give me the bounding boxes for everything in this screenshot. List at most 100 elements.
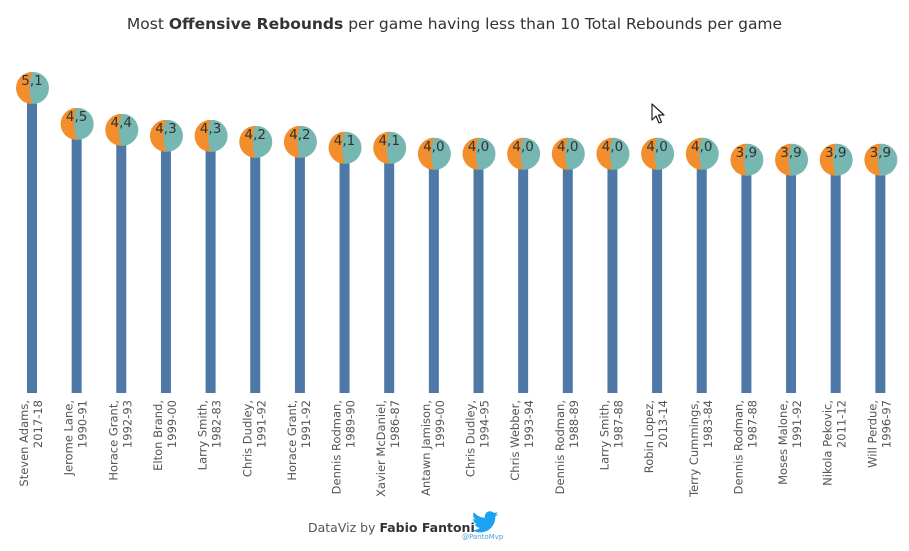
lollipop-stem [786,159,797,393]
head-left-half [373,131,390,164]
category-label-name: Chris Dudley, [240,400,254,477]
category-label-season: 1999-00 [433,400,447,448]
lollipop-head [239,125,273,158]
value-label: 4,0 [557,139,578,155]
lollipop-stem [250,141,261,393]
lollipop-head [864,143,898,176]
value-label: 3,9 [870,145,891,161]
value-label: 4,0 [602,139,623,155]
lollipop-stem [741,159,752,393]
category-label-name: Chris Webber, [508,400,522,481]
category-label-season: 1999-00 [165,400,179,448]
category-label: Elton Brand, 1999-00 [151,400,179,471]
category-label-season: 1990-91 [76,400,90,448]
heads-layer [16,72,898,176]
category-label-season: 1982-83 [210,400,224,448]
lollipop-head [373,131,407,164]
lollipop-stem [607,153,618,393]
category-label-name: Larry Smith, [597,400,611,470]
lollipop-stem [830,159,841,393]
value-label: 4,3 [200,121,221,137]
category-label-name: Dennis Rodman, [553,400,567,494]
mouse-pointer-icon [651,103,665,124]
lollipop-head [417,137,451,170]
lollipop-stem [562,153,573,393]
category-label-name: Will Perdue, [865,400,879,468]
value-label: 4,4 [111,115,132,131]
category-label-name: Larry Smith, [196,400,210,470]
category-label: Larry Smith, 1982-83 [196,400,224,470]
category-label-name: Steven Adams, [17,400,31,487]
value-label: 3,9 [736,145,757,161]
category-label: Nikola Pekovic, 2011-12 [821,400,849,486]
category-label-season: 1987-88 [611,400,625,448]
twitter-handle[interactable]: @PantoMvp [462,533,504,541]
category-label: Terry Cummings, 1983-84 [687,400,715,498]
category-label: Dennis Rodman, 1989-90 [330,400,358,494]
category-labels-layer: Steven Adams, 2017-18 Jerome Lane, 1990-91 H… [17,400,893,498]
value-label: 4,2 [245,127,266,143]
category-label-name: Xavier McDaniel, [374,400,388,497]
value-label: 5,1 [21,73,42,89]
lollipop-head [194,119,228,152]
head-left-half [819,143,836,176]
lollipop-head [551,137,585,170]
category-label-season: 1996-97 [879,400,893,448]
head-left-half [283,125,300,158]
lollipop-stem [875,159,886,393]
category-label-name: Dennis Rodman, [330,400,344,494]
head-left-half [596,137,613,170]
twitter-bird-icon[interactable] [472,511,498,533]
lollipop-head [105,113,139,146]
stems-layer [27,88,886,394]
category-label: Moses Malone, 1991-92 [776,400,804,485]
lollipop-head [462,137,496,170]
category-label-name: Horace Grant, [285,400,299,481]
category-label-name: Nikola Pekovic, [821,400,835,486]
category-label-season: 2013-14 [656,400,670,448]
category-label: Chris Webber, 1993-94 [508,400,536,481]
lollipop-stem [116,129,127,394]
lollipop-stem [384,147,395,393]
value-label: 4,1 [378,133,399,149]
head-left-half [507,137,524,170]
lollipop-stem [27,88,37,393]
category-label: Horace Grant, 1991-92 [285,400,313,481]
head-left-half [328,131,345,164]
lollipop-head [283,125,317,158]
category-label-season: 1987-88 [745,400,759,448]
category-label-name: Robin Lopez, [642,400,656,473]
category-label-season: 1986-87 [388,400,402,448]
category-label: Xavier McDaniel, 1986-87 [374,400,402,497]
lollipop-head [641,137,675,170]
head-left-half [551,137,568,170]
lollipop-stem [205,135,216,393]
lollipop-stem [71,123,82,393]
value-label: 4,2 [289,127,310,143]
value-label: 4,5 [66,109,87,125]
value-label: 4,0 [468,139,489,155]
category-label-season: 1991-92 [299,400,313,448]
value-label: 4,0 [512,139,533,155]
head-left-half [60,107,77,140]
value-label: 4,1 [334,133,355,149]
category-label-name: Chris Dudley, [464,400,478,477]
category-label: Antawn Jamison, 1999-00 [419,400,447,496]
head-left-half [16,72,32,104]
lollipop-stem [696,153,707,393]
category-label-season: 2017-18 [31,400,45,448]
category-label-season: 1989-90 [344,400,358,448]
lollipop-stem [294,141,305,393]
category-label-name: Terry Cummings, [687,400,701,498]
category-label-season: 1983-84 [701,400,715,448]
category-label: Horace Grant, 1992-93 [106,400,134,481]
footer-credit: DataViz by Fabio Fantoni [308,520,475,535]
head-left-half [462,137,479,170]
value-label: 3,9 [825,145,846,161]
lollipop-head [685,137,719,170]
lollipop-stem [473,153,484,393]
lollipop-head [819,143,853,176]
category-label-name: Antawn Jamison, [419,400,433,496]
value-label: 4,0 [423,139,444,155]
lollipop-head [775,143,809,176]
